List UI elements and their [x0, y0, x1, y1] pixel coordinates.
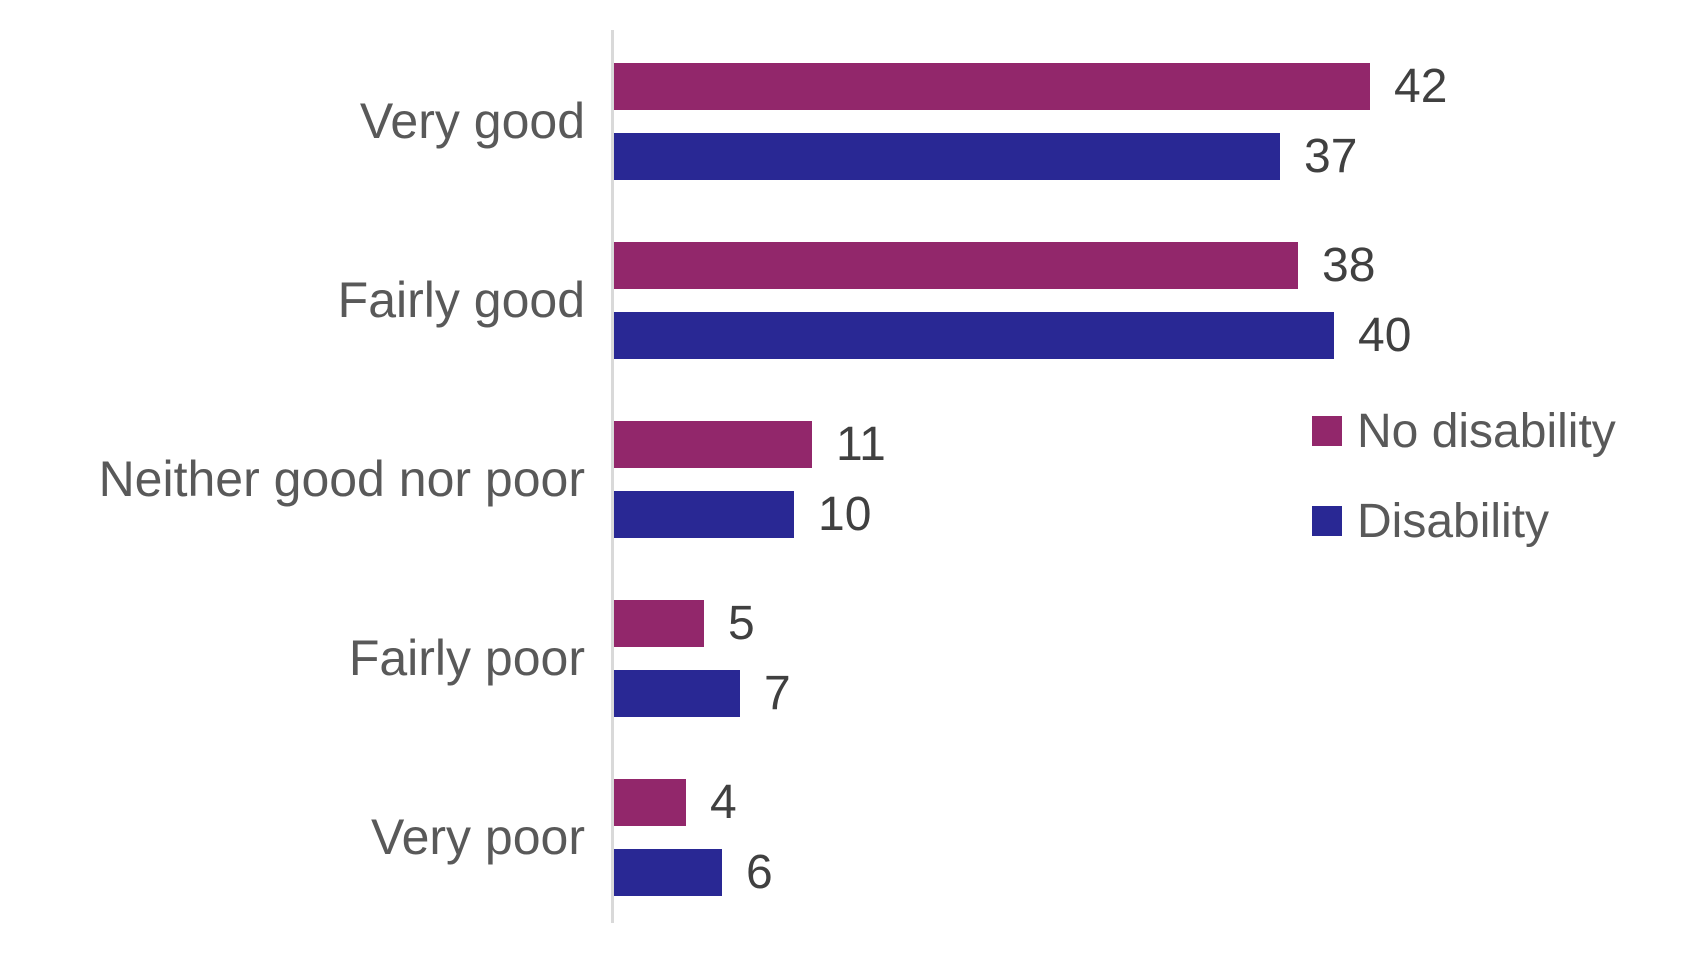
category-label: Fairly poor — [348, 630, 585, 686]
legend-swatch-no-disability — [1312, 416, 1342, 446]
bar-disability — [614, 669, 740, 717]
bar-no-disability — [614, 62, 1370, 110]
value-label: 37 — [1304, 129, 1358, 183]
chart-row-fairly-poor: Fairly poor 5 7 — [0, 596, 1697, 720]
category-label: Neither good nor poor — [98, 451, 585, 507]
value-label: 42 — [1394, 59, 1448, 113]
bar-disability — [614, 311, 1334, 359]
value-label: 11 — [836, 417, 886, 471]
chart-row-very-poor: Very poor 4 6 — [0, 775, 1697, 899]
value-label: 38 — [1322, 238, 1376, 292]
value-label: 6 — [746, 845, 773, 899]
legend-label-no-disability: No disability — [1357, 404, 1616, 458]
legend-swatch-disability — [1312, 506, 1342, 536]
legend-item-disability: Disability — [1312, 494, 1616, 548]
category-label: Very good — [359, 93, 585, 149]
bar-disability — [614, 132, 1280, 180]
chart-row-fairly-good: Fairly good 38 40 — [0, 238, 1697, 362]
category-label: Very poor — [370, 809, 585, 865]
value-label: 10 — [818, 487, 872, 541]
bar-no-disability — [614, 778, 686, 826]
bar-disability — [614, 848, 722, 896]
chart-row-neither-good-nor-poor: Neither good nor poor 11 10 — [0, 417, 1697, 541]
legend: No disability Disability — [1312, 404, 1616, 548]
value-label: 7 — [764, 666, 791, 720]
bar-no-disability — [614, 599, 704, 647]
bar-no-disability — [614, 420, 812, 468]
category-label: Fairly good — [337, 272, 585, 328]
bar-no-disability — [614, 241, 1298, 289]
value-label: 5 — [728, 596, 755, 650]
chart-row-very-good: Very good 42 37 — [0, 59, 1697, 183]
bar-disability — [614, 490, 794, 538]
legend-item-no-disability: No disability — [1312, 404, 1616, 458]
value-label: 40 — [1358, 308, 1412, 362]
y-axis-line — [611, 30, 614, 923]
value-label: 4 — [710, 775, 737, 829]
legend-label-disability: Disability — [1357, 494, 1550, 548]
